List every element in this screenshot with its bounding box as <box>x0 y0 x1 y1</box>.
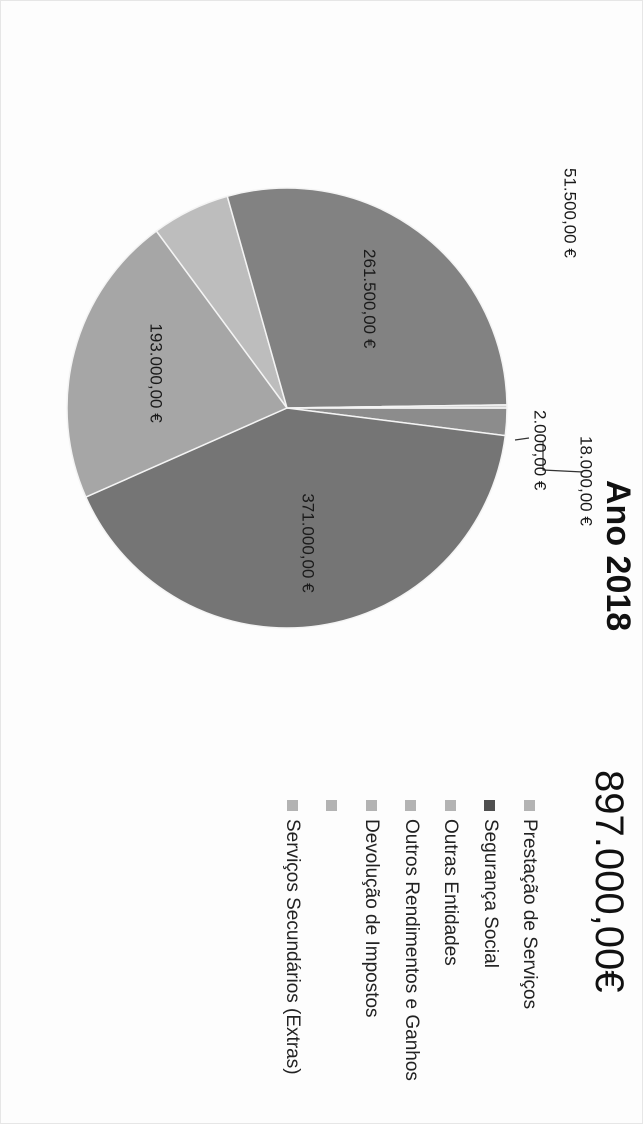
legend-label: Outros Rendimentos e Ganhos <box>400 819 422 1081</box>
pie-slice <box>84 407 507 629</box>
legend-item: Prestação de Serviços <box>510 800 550 1081</box>
legend-label: Prestação de Serviços <box>519 819 541 1010</box>
legend-swatch <box>405 800 417 811</box>
slice-label: 18.000,00 € <box>577 436 596 526</box>
slice-label: 371.000,00 € <box>298 493 317 593</box>
legend-swatch <box>326 800 338 811</box>
pie-slice <box>286 404 508 409</box>
legend-item: Outros Rendimentos e Ganhos <box>391 800 431 1081</box>
legend-swatch <box>484 800 496 811</box>
legend-label: Outras Entidades <box>440 819 462 966</box>
legend-item: Segurança Social <box>470 800 510 1081</box>
legend-swatch <box>286 800 298 811</box>
legend-swatch <box>365 800 377 811</box>
pie-slice <box>66 229 289 499</box>
slice-label: 261.500,00 € <box>360 249 379 349</box>
legend-label: Segurança Social <box>479 819 501 968</box>
legend: Prestação de Serviços Segurança Social O… <box>273 800 550 1081</box>
leader-line <box>542 442 584 473</box>
slice-label: 193.000,00 € <box>147 323 166 423</box>
legend-item: Outras Entidades <box>431 800 471 1081</box>
legend-label: Serviços Secundários (Extras) <box>282 819 304 1075</box>
slice-label: 2.000,00 € <box>531 410 550 491</box>
legend-label: Devolução de Impostos <box>361 819 383 1018</box>
legend-item <box>312 800 352 1081</box>
legend-swatch <box>523 800 535 811</box>
legend-swatch <box>444 800 456 811</box>
leader-line <box>514 437 530 441</box>
pie-slice <box>226 187 508 409</box>
legend-item: Devolução de Impostos <box>352 800 392 1081</box>
slice-label: 51.500,00 € <box>561 168 580 258</box>
legend-item: Serviços Secundários (Extras) <box>273 800 313 1081</box>
